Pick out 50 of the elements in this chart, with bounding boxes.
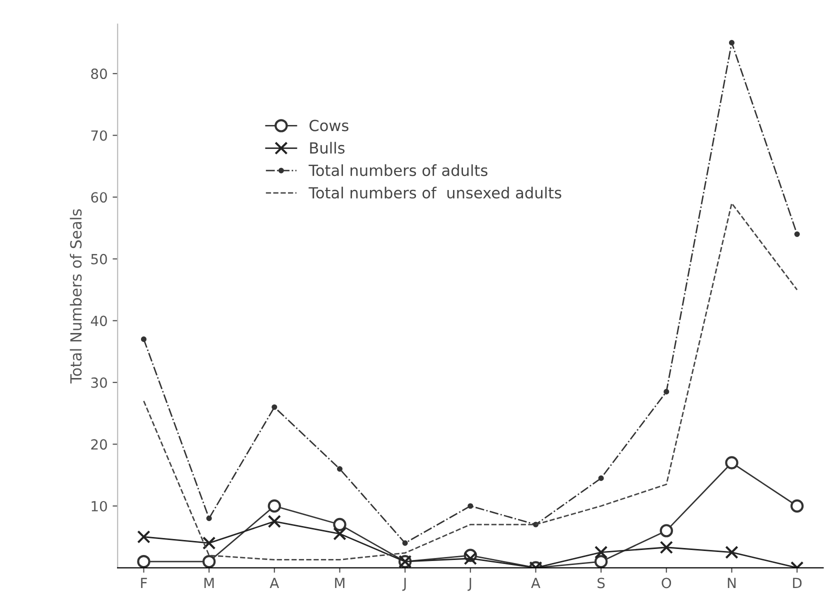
point — [598, 475, 604, 481]
y-tick-label: 50 — [91, 254, 107, 264]
x-tick-label: J — [468, 578, 472, 591]
point — [725, 546, 738, 559]
y-axis-title: Total Numbers of Seals — [70, 209, 82, 384]
point — [137, 530, 150, 544]
legend-label: Cows — [310, 120, 348, 132]
point — [272, 404, 278, 410]
point — [728, 40, 735, 46]
legend-label: Bulls — [310, 142, 345, 154]
y-tick-label: 20 — [91, 439, 107, 450]
point — [790, 499, 804, 513]
x-tick-label: N — [728, 578, 736, 588]
y-tick-label: 80 — [91, 68, 107, 80]
point — [268, 499, 281, 513]
point — [202, 536, 216, 550]
point — [725, 456, 738, 470]
x-tick-label: S — [598, 578, 605, 588]
y-tick-label: 40 — [90, 316, 107, 326]
point — [202, 554, 216, 568]
legend-label: Total numbers of unsexed adults — [308, 186, 562, 199]
point — [660, 524, 673, 538]
legend-label: Total numbers of adults — [308, 164, 488, 176]
point — [794, 231, 800, 237]
point — [137, 554, 150, 568]
x-tick-label: O — [662, 578, 672, 588]
point — [333, 527, 346, 540]
point — [660, 540, 673, 554]
point — [594, 554, 608, 568]
y-tick-label: 60 — [91, 192, 107, 203]
point — [594, 546, 608, 559]
x-tick-label: J — [402, 578, 406, 591]
x-tick-label: F — [141, 578, 147, 588]
point — [206, 516, 212, 522]
point — [468, 503, 474, 509]
point — [464, 552, 477, 566]
x-tick-label: D — [793, 578, 802, 588]
x-tick-label: M — [335, 578, 344, 588]
point — [268, 514, 281, 528]
point — [402, 540, 408, 546]
point — [140, 336, 147, 342]
y-tick-label: 10 — [92, 500, 107, 512]
point — [336, 466, 343, 472]
x-tick-label: M — [204, 578, 214, 588]
x-tick-label: A — [531, 578, 540, 588]
point — [664, 388, 670, 394]
y-tick-label: 30 — [91, 377, 107, 388]
x-tick-label: A — [270, 578, 280, 588]
point — [333, 518, 346, 532]
y-tick-label: 70 — [91, 130, 107, 141]
